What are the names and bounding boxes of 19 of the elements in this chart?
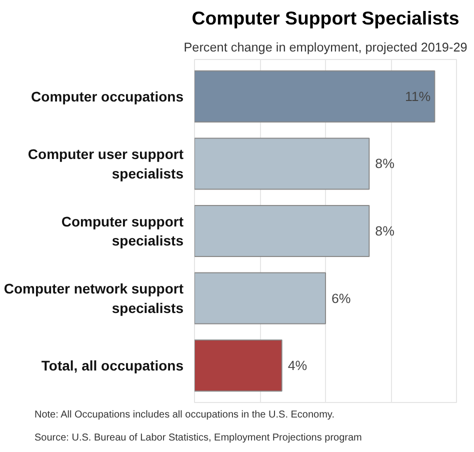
bar <box>194 272 326 324</box>
data-label: 4% <box>288 358 308 374</box>
y-tick-label: Total, all occupations <box>41 358 184 374</box>
y-tick-label: Computer support specialists <box>61 213 184 249</box>
bar <box>194 138 370 190</box>
data-label: 6% <box>332 290 351 306</box>
y-tick-label: Computer user support specialists <box>28 146 184 182</box>
bar <box>194 70 436 123</box>
y-tick-label: Computer network support specialists <box>4 280 184 316</box>
chart-title: Computer Support Specialists <box>192 8 460 28</box>
source-note: Source: U.S. Bureau of Labor Statistics, Employment Projections program <box>34 432 362 444</box>
data-label: 8% <box>375 224 395 238</box>
y-tick-label: Computer occupations <box>31 88 184 104</box>
text: Note: All Occupations includes all occupations in the U.S. Economy. <box>34 410 334 420</box>
bar <box>194 204 370 258</box>
data-label: 11% <box>404 88 431 104</box>
chart-subtitle: Percent change in employment, projected 2019-29 <box>184 40 468 54</box>
data-label: 8% <box>375 156 395 172</box>
bar <box>194 339 282 392</box>
